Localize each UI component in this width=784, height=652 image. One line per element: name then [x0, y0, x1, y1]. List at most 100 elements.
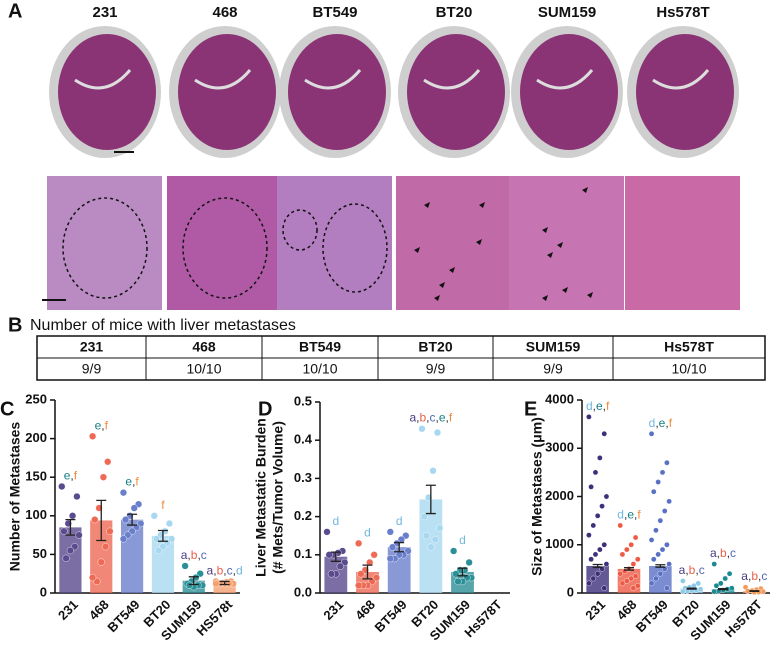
data-point — [130, 504, 138, 512]
significance-letter: c — [761, 569, 767, 583]
significance-letter: f — [74, 469, 78, 483]
significance-letter: , — [685, 563, 688, 577]
data-point — [590, 522, 597, 529]
data-point — [454, 577, 462, 586]
arrowhead — [479, 202, 485, 208]
significance-letter: , — [624, 508, 627, 522]
data-point — [588, 556, 594, 563]
data-point — [695, 580, 702, 587]
data-point — [212, 580, 220, 588]
data-point — [657, 517, 664, 524]
arrowhead — [434, 295, 440, 301]
significance-letter: f — [161, 498, 165, 512]
significance-letter: e — [659, 416, 666, 430]
significance-letter: b — [720, 546, 727, 560]
significance-letter: c — [699, 563, 705, 577]
data-point — [718, 580, 724, 587]
data-point — [181, 562, 189, 570]
data-point — [655, 551, 661, 558]
data-point — [650, 556, 657, 563]
data-point — [185, 581, 194, 589]
significance-label: a,b,c — [181, 548, 207, 562]
y-tick-label: 0.5 — [294, 393, 312, 408]
significance-letter: c — [430, 411, 436, 425]
significance-letter: b — [689, 563, 696, 577]
data-point — [664, 585, 670, 591]
y-axis-label: Liver Metastatic Burden — [253, 418, 269, 577]
data-point — [586, 580, 592, 587]
data-point — [427, 543, 435, 551]
data-point — [617, 570, 624, 577]
liver-fold — [536, 69, 594, 90]
data-point — [99, 473, 108, 481]
cell-line-label: 231 — [92, 4, 117, 21]
data-point — [119, 535, 128, 543]
data-point — [323, 528, 331, 536]
x-tick-label: 468 — [352, 597, 378, 623]
y-tick-label: 1000 — [545, 536, 574, 551]
table-header: Hs578T — [664, 339, 714, 355]
cell-line-label: SUM159 — [538, 4, 596, 21]
significance-letter: d — [364, 526, 371, 540]
y-tick-label: 0 — [40, 584, 47, 599]
y-tick-label: 3000 — [545, 440, 574, 455]
data-point — [431, 535, 439, 544]
table-header: BT20 — [418, 339, 452, 355]
x-tick-label: HS578t — [193, 596, 235, 638]
table-title: Number of mice with liver metastases — [30, 317, 296, 334]
significance-letter: , — [416, 411, 419, 425]
table-cell: 9/9 — [426, 361, 446, 377]
data-point — [632, 534, 639, 541]
data-point — [603, 493, 610, 500]
liver-section — [58, 34, 156, 150]
panel-label: D — [258, 398, 272, 420]
error-bar — [362, 564, 373, 580]
significance-letter: , — [593, 399, 596, 413]
error-bar — [624, 567, 634, 571]
table-cell: 9/9 — [543, 361, 563, 377]
data-point — [386, 555, 394, 563]
significance-letter: , — [132, 475, 135, 489]
arrowhead — [562, 287, 568, 293]
error-bar — [686, 587, 697, 590]
y-tick-label: 250 — [25, 391, 47, 406]
data-point — [634, 556, 641, 563]
significance-letter: , — [603, 399, 606, 413]
significance-letter: e — [95, 418, 102, 432]
data-point — [648, 537, 655, 543]
error-bar — [157, 529, 168, 542]
data-point — [619, 551, 626, 558]
data-point — [150, 512, 158, 520]
significance-letter: , — [187, 548, 190, 562]
x-tick-label: 468 — [86, 597, 112, 623]
panel-label: E — [524, 398, 537, 420]
significance-letter: f — [135, 475, 139, 489]
liver-section — [288, 34, 386, 150]
significance-letter: , — [213, 564, 216, 578]
data-point — [624, 578, 630, 584]
data-point — [726, 570, 733, 577]
y-tick-label: 100 — [25, 507, 47, 522]
data-point — [601, 585, 608, 591]
table-cell: 10/10 — [302, 361, 337, 377]
y-tick-label: 0.4 — [294, 432, 313, 447]
y-tick-label: 0.3 — [294, 470, 312, 485]
data-point — [420, 512, 428, 521]
liver-section — [178, 34, 276, 150]
table-header: SUM159 — [526, 339, 581, 355]
y-tick-label: 4000 — [545, 391, 574, 406]
data-point — [648, 430, 655, 437]
data-point — [101, 543, 110, 551]
data-point — [661, 508, 668, 514]
data-point — [655, 479, 661, 485]
error-bar — [655, 564, 666, 568]
liver-section — [520, 34, 618, 150]
data-point — [122, 516, 130, 524]
panel-label: C — [0, 398, 14, 420]
significance-label: d — [332, 514, 339, 528]
significance-label: a,b,c,d — [207, 564, 243, 578]
significance-letter: e — [627, 508, 634, 522]
arrowhead — [587, 292, 593, 298]
significance-letter: e — [64, 469, 71, 483]
significance-letter: d — [649, 416, 656, 430]
